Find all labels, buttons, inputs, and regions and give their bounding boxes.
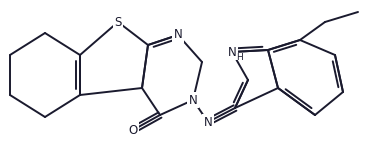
Text: N: N [228, 46, 236, 58]
Text: N: N [174, 29, 182, 41]
Text: H: H [237, 53, 243, 63]
Text: N: N [203, 116, 212, 128]
Text: S: S [114, 16, 122, 29]
Text: N: N [189, 93, 198, 106]
Text: O: O [128, 123, 138, 137]
